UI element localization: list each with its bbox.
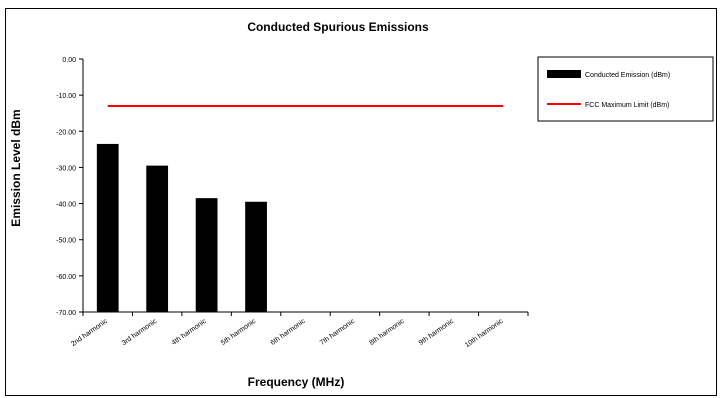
y-axis-label: Emission Level dBm (9, 109, 23, 226)
bar-conducted-emission (146, 165, 169, 312)
x-tick-label: 6th harmonic (269, 318, 307, 347)
y-tick-label: -20.00 (56, 129, 76, 136)
x-tick-label: 7th harmonic (319, 318, 357, 347)
y-tick-label: -30.00 (56, 165, 76, 172)
y-tick-label: -70.00 (56, 310, 76, 317)
y-tick-label: -60.00 (56, 274, 76, 281)
x-tick-label: 9th harmonic (418, 318, 456, 347)
bar-conducted-emission (96, 143, 119, 312)
x-tick-label: 10th harmonic (464, 318, 505, 349)
x-tick-label: 3rd harmonic (121, 318, 159, 347)
x-tick-label: 8th harmonic (368, 318, 406, 347)
x-tick-label: 4th harmonic (171, 318, 209, 347)
x-tick-label: 2nd harmonic (70, 318, 109, 348)
y-tick-label: -10.00 (56, 93, 76, 100)
legend-label: FCC Maximum Limit (dBm) (585, 102, 669, 109)
y-tick-label: -50.00 (56, 238, 76, 245)
y-tick-label: 0.00 (62, 57, 76, 64)
x-axis-label: Frequency (MHz) (248, 375, 345, 389)
legend-label: Conducted Emission (dBm) (585, 72, 670, 79)
y-tick-label: -40.00 (56, 202, 76, 209)
legend-box (537, 56, 714, 122)
x-tick-label: 5th harmonic (220, 318, 258, 347)
chart-title: Conducted Spurious Emissions (247, 20, 429, 34)
legend-swatch-bar (547, 70, 581, 78)
bar-conducted-emission (245, 201, 267, 312)
bar-conducted-emission (195, 198, 218, 312)
